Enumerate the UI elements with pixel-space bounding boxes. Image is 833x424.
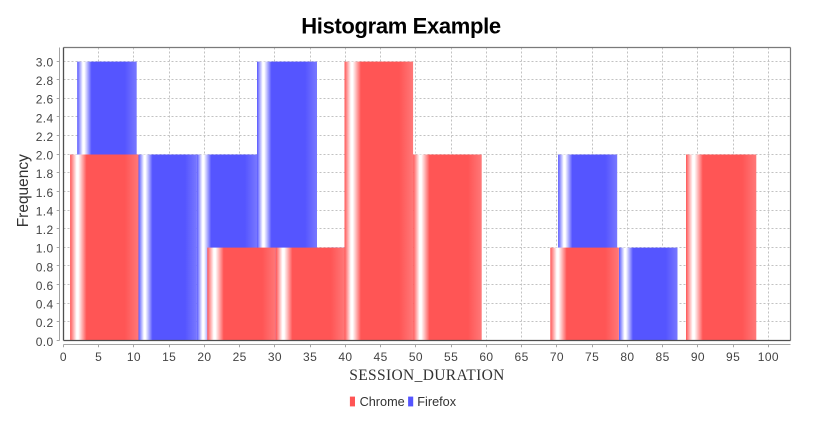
svg-text:20: 20 — [197, 350, 211, 364]
svg-text:SESSION_DURATION: SESSION_DURATION — [349, 367, 504, 384]
svg-text:Chrome: Chrome — [360, 395, 405, 409]
svg-text:Frequency: Frequency — [15, 154, 32, 227]
svg-text:30: 30 — [268, 350, 282, 364]
svg-text:Histogram Example: Histogram Example — [301, 13, 501, 38]
svg-text:45: 45 — [374, 350, 388, 364]
svg-text:5: 5 — [95, 350, 102, 364]
svg-text:90: 90 — [691, 350, 705, 364]
svg-text:95: 95 — [726, 350, 740, 364]
svg-text:80: 80 — [620, 350, 634, 364]
svg-text:55: 55 — [444, 350, 458, 364]
svg-text:0.6: 0.6 — [36, 279, 54, 293]
svg-text:0.2: 0.2 — [36, 316, 54, 330]
svg-text:3.0: 3.0 — [36, 56, 54, 70]
svg-text:85: 85 — [656, 350, 670, 364]
svg-text:35: 35 — [303, 350, 317, 364]
svg-text:2.6: 2.6 — [36, 93, 54, 107]
svg-text:75: 75 — [585, 350, 599, 364]
svg-text:70: 70 — [550, 350, 564, 364]
svg-text:1.4: 1.4 — [36, 205, 54, 219]
svg-text:50: 50 — [409, 350, 423, 364]
svg-text:2.0: 2.0 — [36, 149, 54, 163]
svg-text:0: 0 — [60, 350, 67, 364]
svg-text:10: 10 — [127, 350, 141, 364]
svg-text:0.0: 0.0 — [36, 335, 54, 349]
svg-text:1.8: 1.8 — [36, 167, 54, 181]
svg-text:60: 60 — [479, 350, 493, 364]
svg-text:40: 40 — [338, 350, 352, 364]
svg-text:2.4: 2.4 — [36, 111, 54, 125]
svg-text:1.2: 1.2 — [36, 223, 54, 237]
svg-text:100: 100 — [758, 350, 779, 364]
svg-text:25: 25 — [233, 350, 247, 364]
svg-text:1.6: 1.6 — [36, 186, 54, 200]
svg-text:15: 15 — [162, 350, 176, 364]
svg-text:1.0: 1.0 — [36, 242, 54, 256]
svg-text:0.8: 0.8 — [36, 260, 54, 274]
svg-text:Firefox: Firefox — [417, 395, 456, 409]
svg-text:2.8: 2.8 — [36, 74, 54, 88]
svg-text:65: 65 — [515, 350, 529, 364]
svg-text:0.4: 0.4 — [36, 298, 54, 312]
svg-text:2.2: 2.2 — [36, 130, 54, 144]
